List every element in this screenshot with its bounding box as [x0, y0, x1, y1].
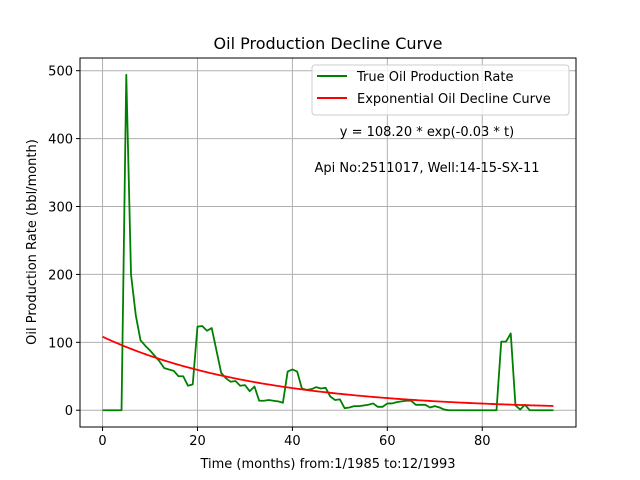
- equation-annotation: y = 108.20 * exp(-0.03 * t): [340, 125, 514, 140]
- x-tick-label: 80: [474, 434, 491, 449]
- x-tick-label: 0: [98, 434, 106, 449]
- x-tick-label: 60: [379, 434, 396, 449]
- legend-box: [311, 64, 570, 116]
- y-tick-label: 400: [48, 133, 73, 148]
- x-axis-label: Time (months) from:1/1985 to:12/1993: [199, 457, 455, 472]
- y-axis: 0 100 200 300 400 500: [48, 65, 80, 419]
- x-tick-label: 20: [189, 434, 206, 449]
- plot-frame: [79, 57, 577, 428]
- decline-curve-line: [102, 335, 554, 407]
- y-tick-label: 200: [48, 268, 73, 283]
- y-tick-label: 0: [65, 404, 73, 419]
- y-tick-label: 100: [48, 336, 73, 351]
- legend-label-true-rate: True Oil Production Rate: [356, 70, 513, 85]
- legend: True Oil Production Rate Exponential Oil…: [311, 64, 570, 116]
- legend-label-decline-curve: Exponential Oil Decline Curve: [357, 92, 551, 107]
- x-tick-label: 40: [284, 434, 301, 449]
- chart-title: Oil Production Decline Curve: [214, 34, 443, 53]
- y-axis-label: Oil Production Rate (bbl/month): [25, 139, 40, 345]
- x-axis: 0 20 40 60 80: [98, 427, 491, 449]
- series-layer: [102, 73, 554, 412]
- y-tick-label: 500: [48, 65, 73, 80]
- well-annotation: Api No:2511017, Well:14-15-SX-11: [314, 161, 539, 176]
- y-tick-label: 300: [48, 201, 73, 216]
